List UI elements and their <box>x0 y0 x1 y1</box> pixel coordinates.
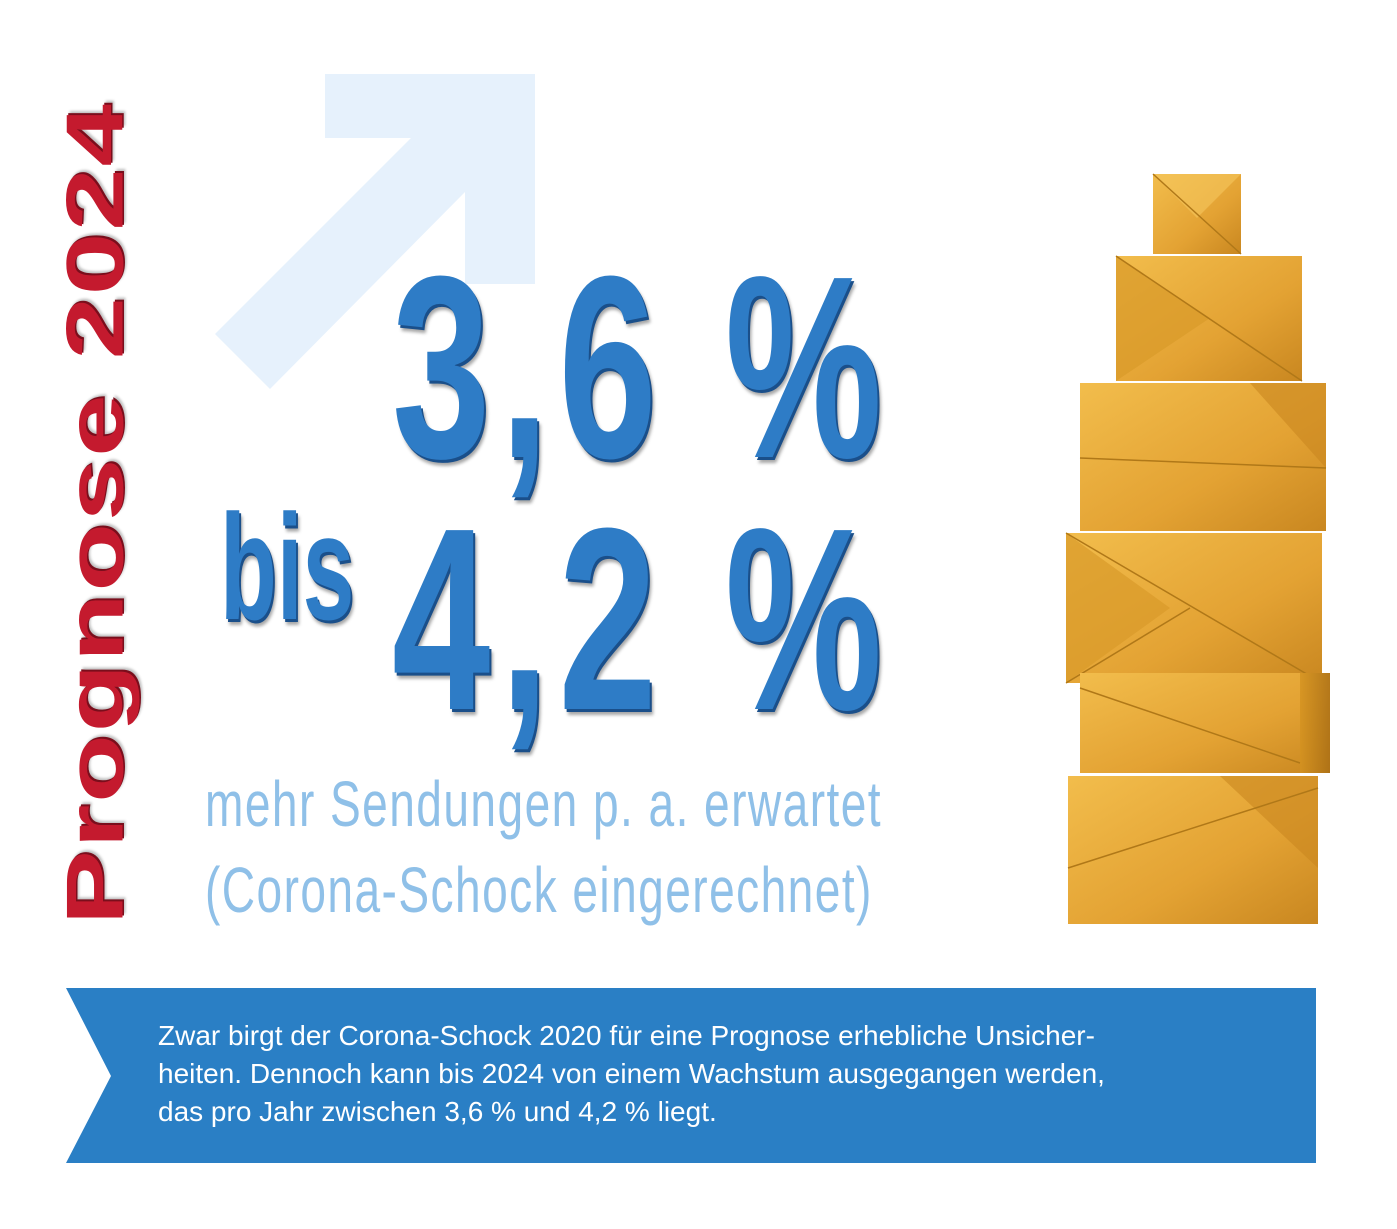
parcel-2 <box>1115 255 1303 382</box>
banner-line-2: heiten. Dennoch kann bis 2024 von einem … <box>158 1058 1105 1089</box>
parcel-3 <box>1079 383 1327 531</box>
parcel-4 <box>1065 532 1323 684</box>
banner-line-1: Zwar birgt der Corona-Schock 2020 für ei… <box>158 1020 1095 1051</box>
caption-line-2: (Corona-Schock eingerechnet) <box>205 854 873 926</box>
parcel-1 <box>1152 173 1242 255</box>
info-banner <box>66 988 1316 1163</box>
parcel-5 <box>1079 673 1330 773</box>
low-percentage: 3,6 % <box>392 223 892 513</box>
arrow-up-right-icon <box>215 74 535 389</box>
vertical-title: Prognose 2024 <box>49 102 140 925</box>
banner-line-3: das pro Jahr zwischen 3,6 % und 4,2 % li… <box>158 1096 717 1127</box>
parcel-6 <box>1067 776 1319 924</box>
banner-text: Zwar birgt der Corona-Schock 2020 für ei… <box>158 1017 1288 1131</box>
stacked-parcels-image <box>1065 173 1330 924</box>
high-percentage: 4,2 % <box>392 475 892 765</box>
caption-line-1: mehr Sendungen p. a. erwartet <box>205 768 883 840</box>
range-connector: bis <box>220 483 355 651</box>
